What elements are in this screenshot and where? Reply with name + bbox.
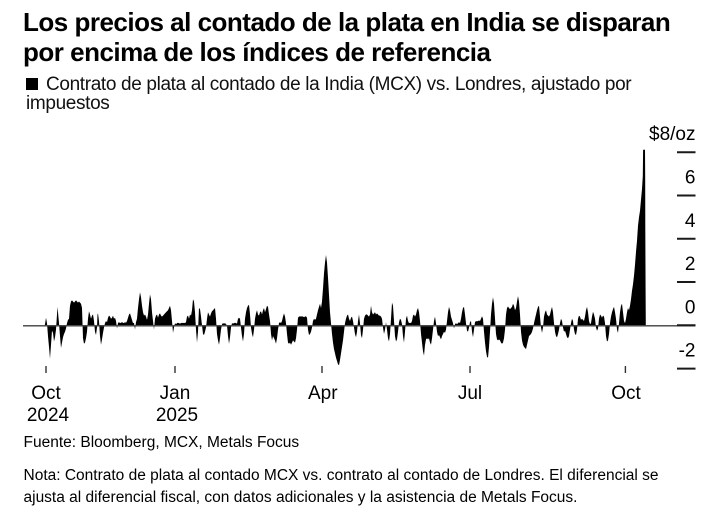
svg-text:Oct: Oct bbox=[31, 383, 61, 404]
svg-text:Apr: Apr bbox=[308, 383, 338, 404]
svg-text:2: 2 bbox=[685, 254, 696, 275]
svg-text:-2: -2 bbox=[679, 341, 696, 362]
svg-text:2025: 2025 bbox=[156, 405, 198, 426]
svg-text:Oct: Oct bbox=[611, 383, 641, 404]
svg-text:Jan: Jan bbox=[160, 383, 191, 404]
svg-text:0: 0 bbox=[685, 297, 696, 318]
svg-text:6: 6 bbox=[685, 168, 696, 189]
svg-text:2024: 2024 bbox=[27, 405, 70, 426]
svg-text:Jul: Jul bbox=[458, 383, 482, 404]
svg-text:$8/oz: $8/oz bbox=[649, 124, 695, 145]
svg-text:4: 4 bbox=[685, 211, 696, 232]
